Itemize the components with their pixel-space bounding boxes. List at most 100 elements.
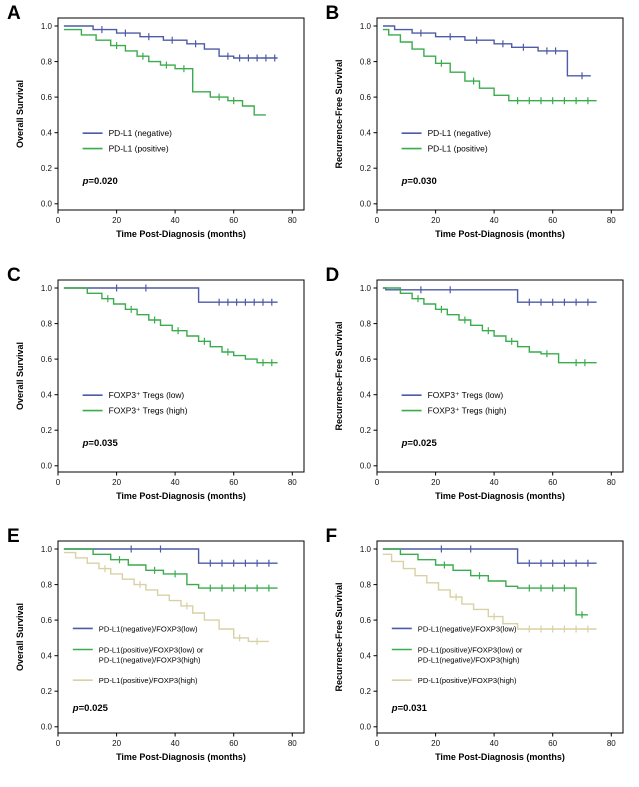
y-tick-label: 1.0 bbox=[359, 545, 371, 554]
x-tick-label: 0 bbox=[56, 478, 61, 487]
km-chart-svg: 0 20 40 60 80 0.0 0.2 0.4 0.6 0.8 1.0 Time Post-Dia… bbox=[334, 540, 623, 762]
legend-label: PD-L1(positive)/FOXP3(low) or bbox=[417, 646, 522, 655]
x-axis-label: Time Post-Diagnosis (months) bbox=[116, 752, 246, 762]
y-tick-label: 0.2 bbox=[359, 164, 371, 173]
x-tick-label: 20 bbox=[112, 478, 121, 487]
x-tick-label: 60 bbox=[548, 216, 557, 225]
x-tick-label: 40 bbox=[171, 478, 180, 487]
legend-label: FOXP3⁺ Tregs (high) bbox=[109, 405, 188, 415]
x-tick-label: 40 bbox=[489, 739, 498, 748]
y-tick-label: 0.4 bbox=[41, 652, 53, 661]
y-tick-label: 0.8 bbox=[359, 581, 371, 590]
y-tick-label: 0.4 bbox=[359, 129, 371, 138]
survival-chart-A: 0 20 40 60 80 0.0 0.2 0.4 0.6 0.8 1.0 Time Post-Dia… bbox=[12, 8, 318, 264]
plot-area bbox=[376, 279, 623, 473]
p-value: p=0.030 bbox=[400, 176, 436, 187]
panel-letter-C: C bbox=[7, 264, 21, 286]
x-tick-label: 60 bbox=[548, 739, 557, 748]
legend-label: PD-L1(positive)/FOXP3(low) or bbox=[99, 646, 204, 655]
plot-area bbox=[57, 279, 305, 473]
panel-E: E 0 20 40 60 80 0.0 0.2 0.4 0.6 0.8 1.0 Time Post-D… bbox=[2, 525, 321, 787]
km-chart-svg: 0 20 40 60 80 0.0 0.2 0.4 0.6 0.8 1.0 Time Post-Dia… bbox=[334, 279, 623, 501]
y-tick-label: 0.6 bbox=[359, 93, 371, 102]
x-tick-label: 0 bbox=[374, 216, 379, 225]
y-tick-label: 0.0 bbox=[41, 723, 53, 732]
y-axis-label: Overall Survival bbox=[15, 603, 25, 671]
y-tick-label: 0.2 bbox=[41, 164, 53, 173]
legend-label: FOXP3⁺ Tregs (low) bbox=[427, 390, 503, 400]
x-tick-label: 0 bbox=[56, 216, 61, 225]
x-tick-label: 20 bbox=[431, 478, 440, 487]
y-tick-label: 1.0 bbox=[41, 22, 53, 31]
panel-B: B 0 20 40 60 80 0.0 0.2 0.4 0.6 0.8 1.0 Time Post-D… bbox=[321, 2, 639, 264]
y-tick-label: 0.0 bbox=[41, 200, 53, 209]
survival-curve bbox=[382, 286, 597, 364]
x-tick-label: 40 bbox=[489, 478, 498, 487]
panel-F: F 0 20 40 60 80 0.0 0.2 0.4 0.6 0.8 1.0 Time Post-D… bbox=[321, 525, 639, 787]
legend-label: PD-L1(negative)/FOXP3(high) bbox=[417, 656, 519, 665]
panel-C: C 0 20 40 60 80 0.0 0.2 0.4 0.6 0.8 1.0 Time Post-D… bbox=[2, 264, 321, 526]
y-tick-label: 0.8 bbox=[41, 581, 53, 590]
p-value: p=0.035 bbox=[82, 438, 119, 449]
survival-curve bbox=[63, 28, 266, 116]
x-axis-label: Time Post-Diagnosis (months) bbox=[435, 229, 565, 239]
y-axis-label: Recurrence-Free Survival bbox=[334, 321, 344, 430]
y-tick-label: 0.4 bbox=[359, 652, 371, 661]
legend-label: PD-L1(positive)/FOXP3(high) bbox=[99, 677, 198, 686]
x-tick-label: 40 bbox=[171, 739, 180, 748]
y-axis-label: Recurrence-Free Survival bbox=[334, 583, 344, 692]
survival-chart-B: 0 20 40 60 80 0.0 0.2 0.4 0.6 0.8 1.0 Time Post-Dia… bbox=[331, 8, 637, 264]
survival-curve bbox=[382, 25, 591, 77]
y-tick-label: 0.6 bbox=[41, 355, 53, 364]
legend-label: PD-L1(negative)/FOXP3(low) bbox=[417, 625, 516, 634]
survival-chart-E: 0 20 40 60 80 0.0 0.2 0.4 0.6 0.8 1.0 Time Post-Dia… bbox=[12, 531, 318, 787]
y-tick-label: 0.0 bbox=[359, 461, 371, 470]
survival-chart-C: 0 20 40 60 80 0.0 0.2 0.4 0.6 0.8 1.0 Time Post-Dia… bbox=[12, 270, 318, 526]
y-tick-label: 1.0 bbox=[41, 545, 53, 554]
panel-letter-F: F bbox=[325, 526, 338, 548]
x-axis-label: Time Post-Diagnosis (months) bbox=[116, 491, 246, 501]
km-chart-svg: 0 20 40 60 80 0.0 0.2 0.4 0.6 0.8 1.0 Time Post-Dia… bbox=[15, 17, 305, 239]
y-axis-label: Overall Survival bbox=[15, 80, 25, 148]
x-tick-label: 40 bbox=[489, 216, 498, 225]
survival-curve bbox=[382, 548, 597, 565]
x-tick-label: 60 bbox=[229, 739, 238, 748]
y-tick-label: 0.4 bbox=[359, 390, 371, 399]
x-tick-label: 0 bbox=[374, 478, 379, 487]
x-tick-label: 20 bbox=[112, 739, 121, 748]
y-tick-label: 0.0 bbox=[359, 200, 371, 209]
y-tick-label: 1.0 bbox=[41, 283, 53, 292]
legend-label: PD-L1 (positive) bbox=[109, 144, 169, 154]
y-tick-label: 0.8 bbox=[41, 57, 53, 66]
panel-letter-B: B bbox=[325, 3, 340, 24]
x-tick-label: 80 bbox=[606, 216, 615, 225]
y-tick-label: 0.4 bbox=[41, 390, 53, 399]
y-tick-label: 0.6 bbox=[41, 93, 53, 102]
x-tick-label: 40 bbox=[171, 216, 180, 225]
y-tick-label: 0.0 bbox=[359, 723, 371, 732]
y-tick-label: 0.2 bbox=[359, 687, 371, 696]
x-tick-label: 60 bbox=[548, 478, 557, 487]
panel-letter-E: E bbox=[7, 526, 20, 548]
y-tick-label: 1.0 bbox=[359, 283, 371, 292]
survival-curve bbox=[63, 286, 278, 364]
km-chart-svg: 0 20 40 60 80 0.0 0.2 0.4 0.6 0.8 1.0 Time Post-Dia… bbox=[15, 279, 305, 501]
x-tick-label: 80 bbox=[606, 478, 615, 487]
survival-chart-D: 0 20 40 60 80 0.0 0.2 0.4 0.6 0.8 1.0 Time Post-Dia… bbox=[331, 270, 637, 526]
p-value: p=0.020 bbox=[82, 176, 118, 187]
plot-area bbox=[376, 540, 623, 734]
plot-area bbox=[57, 17, 305, 211]
y-tick-label: 0.2 bbox=[41, 687, 53, 696]
x-tick-label: 20 bbox=[431, 216, 440, 225]
panel-A: A 0 20 40 60 80 0.0 0.2 0.4 0.6 0.8 1.0 Time Post-D… bbox=[2, 2, 321, 264]
legend-label: PD-L1 (negative) bbox=[109, 128, 173, 138]
panel-letter-D: D bbox=[325, 264, 340, 286]
survival-curve bbox=[382, 28, 597, 102]
x-tick-label: 0 bbox=[56, 739, 61, 748]
x-tick-label: 0 bbox=[374, 739, 379, 748]
legend-label: FOXP3⁺ Tregs (low) bbox=[109, 390, 185, 400]
x-tick-label: 20 bbox=[112, 216, 121, 225]
survival-curve bbox=[382, 553, 597, 631]
x-axis-label: Time Post-Diagnosis (months) bbox=[435, 752, 565, 762]
